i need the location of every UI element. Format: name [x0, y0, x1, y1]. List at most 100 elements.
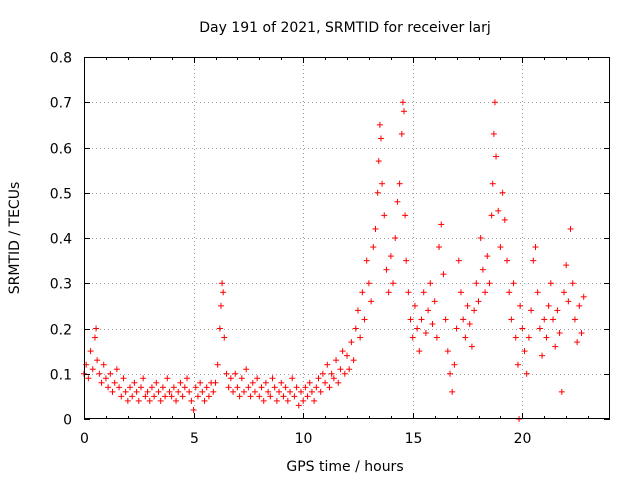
data-point — [341, 370, 348, 377]
data-point — [269, 375, 276, 382]
data-point — [375, 158, 382, 165]
data-point — [326, 384, 333, 391]
data-point — [153, 379, 160, 386]
data-point — [221, 334, 228, 341]
data-point — [122, 388, 129, 395]
data-point — [238, 375, 245, 382]
data-point — [308, 388, 315, 395]
data-point — [379, 180, 386, 187]
data-point — [287, 388, 294, 395]
data-point — [94, 357, 101, 364]
data-point — [315, 375, 322, 382]
data-point — [414, 325, 421, 332]
data-point — [230, 388, 237, 395]
data-point — [475, 298, 482, 305]
data-point — [420, 289, 427, 296]
data-point — [433, 334, 440, 341]
data-point — [528, 307, 535, 314]
data-point — [460, 316, 467, 323]
data-point — [177, 379, 184, 386]
data-point — [519, 325, 526, 332]
data-point — [317, 388, 324, 395]
plot-frame — [84, 57, 610, 419]
data-point — [554, 307, 561, 314]
data-point — [376, 121, 383, 128]
data-point — [249, 379, 256, 386]
y-tick-label: 0.3 — [50, 277, 72, 293]
data-point — [311, 397, 318, 404]
data-point — [451, 361, 458, 368]
data-point — [278, 379, 285, 386]
data-point — [155, 388, 162, 395]
data-point — [85, 375, 92, 382]
data-point — [506, 289, 513, 296]
data-point — [220, 289, 227, 296]
data-point — [107, 370, 114, 377]
data-point — [313, 384, 320, 391]
data-point — [449, 388, 456, 395]
data-point — [462, 334, 469, 341]
data-point — [512, 334, 519, 341]
data-point — [335, 379, 342, 386]
data-point — [120, 375, 127, 382]
data-point — [565, 298, 572, 305]
y-tick-label: 0.2 — [50, 323, 72, 339]
data-point — [105, 384, 112, 391]
data-point — [510, 280, 517, 287]
data-point — [545, 302, 552, 309]
data-point — [111, 379, 118, 386]
data-point — [162, 393, 169, 400]
data-point — [365, 280, 372, 287]
data-point — [306, 379, 313, 386]
data-point — [188, 397, 195, 404]
chart-title: Day 191 of 2021, SRMTID for receiver lar… — [199, 20, 491, 36]
data-point — [390, 280, 397, 287]
data-point — [501, 216, 508, 223]
data-point — [300, 397, 307, 404]
data-point — [203, 384, 210, 391]
grid-lines — [84, 57, 610, 419]
data-point — [214, 361, 221, 368]
data-point — [205, 393, 212, 400]
data-point — [429, 320, 436, 327]
data-point — [236, 393, 243, 400]
data-point — [135, 397, 142, 404]
data-point — [91, 334, 98, 341]
data-point — [348, 339, 355, 346]
data-point — [571, 316, 578, 323]
data-point — [333, 357, 340, 364]
data-point — [166, 388, 173, 395]
data-point — [293, 384, 300, 391]
y-tick-label: 0.7 — [50, 96, 72, 112]
data-point — [402, 212, 409, 219]
data-point — [164, 375, 171, 382]
data-point — [536, 325, 543, 332]
data-point — [258, 384, 265, 391]
data-point — [477, 235, 484, 241]
y-axis-label: SRMTID / TECUs — [7, 182, 23, 295]
data-point — [190, 406, 197, 413]
data-point — [438, 221, 445, 228]
data-point — [530, 257, 537, 264]
data-point — [116, 384, 123, 391]
axis-ticks: 0 0.1 0.2 0.3 0.4 0.5 0.6 0.7 0.8 0 5 10 15 20 — [50, 51, 610, 447]
data-point — [569, 280, 576, 287]
data-point — [471, 307, 478, 314]
data-point — [539, 352, 546, 359]
data-point — [468, 343, 475, 350]
data-point — [100, 361, 107, 368]
data-point — [457, 289, 464, 296]
y-tick-label: 0.1 — [50, 368, 72, 384]
data-point — [148, 384, 155, 391]
data-point — [192, 384, 199, 391]
data-point — [304, 393, 311, 400]
data-point — [489, 180, 496, 187]
data-point — [282, 384, 289, 391]
data-point — [280, 393, 287, 400]
data-point — [151, 393, 158, 400]
data-point — [495, 207, 502, 214]
y-tick-label: 0 — [63, 413, 72, 429]
data-point — [550, 316, 557, 323]
data-point — [532, 244, 539, 251]
